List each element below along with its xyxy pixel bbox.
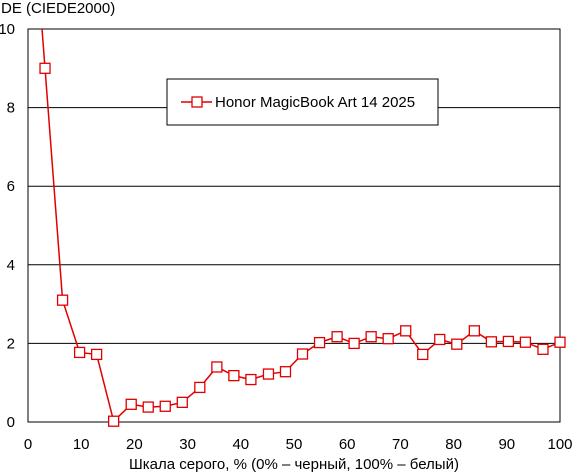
data-point [39,62,51,74]
legend: Honor MagicBook Art 14 2025 [166,78,439,126]
data-point [296,348,309,360]
legend-marker [191,96,203,108]
x-tick-label: 60 [339,436,356,453]
data-point [365,331,377,343]
x-axis-title: Шкала серого, % (0% – черный, 100% – бел… [129,456,459,472]
x-tick-label: 0 [24,436,32,453]
data-point [108,415,120,427]
series-markers [39,62,566,427]
y-tick-label: 10 [0,21,15,38]
data-point [400,325,412,337]
data-point [228,369,240,382]
x-tick-label: 80 [445,436,462,453]
data-point [468,325,480,337]
y-tick-label: 0 [7,414,15,431]
data-point [348,337,360,350]
data-point [331,331,343,343]
data-point [73,346,86,359]
y-tick-labels: 0 2 4 6 8 10 [0,21,15,431]
data-point [245,373,257,386]
data-point [451,338,463,350]
data-point [382,333,394,345]
data-point [537,343,549,355]
data-point [176,396,188,409]
data-point [417,348,429,361]
x-tick-label: 100 [547,436,572,453]
data-point [279,366,292,378]
data-point [90,348,103,361]
data-point [125,398,137,410]
x-tick-label: 10 [73,436,90,453]
data-point [56,294,69,306]
y-axis-title: DE (CIEDE2000) [1,0,115,17]
x-tick-labels: 0 10 20 30 40 50 60 70 80 90 100 [24,436,573,453]
y-tick-label: 2 [7,335,15,352]
data-point [211,361,223,373]
data-point [554,336,566,348]
data-point [502,335,515,348]
legend-label: Honor MagicBook Art 14 2025 [215,94,415,111]
data-point [313,336,326,349]
x-tick-label: 30 [179,436,196,453]
x-tick-label: 70 [392,436,409,453]
series-line-segment [41,28,46,69]
y-tick-label: 6 [7,178,15,195]
data-point [519,336,532,348]
data-point [485,336,498,348]
y-tick-label: 4 [7,257,15,274]
x-tick-label: 50 [286,436,303,453]
x-tick-label: 40 [232,436,249,453]
data-point [262,368,275,380]
data-point [159,400,171,412]
data-point [194,381,206,394]
y-tick-label: 8 [7,100,15,117]
legend-box [166,78,439,126]
x-tick-label: 20 [126,436,143,453]
data-point [434,333,446,346]
data-point [142,401,154,413]
x-tick-label: 90 [498,436,515,453]
